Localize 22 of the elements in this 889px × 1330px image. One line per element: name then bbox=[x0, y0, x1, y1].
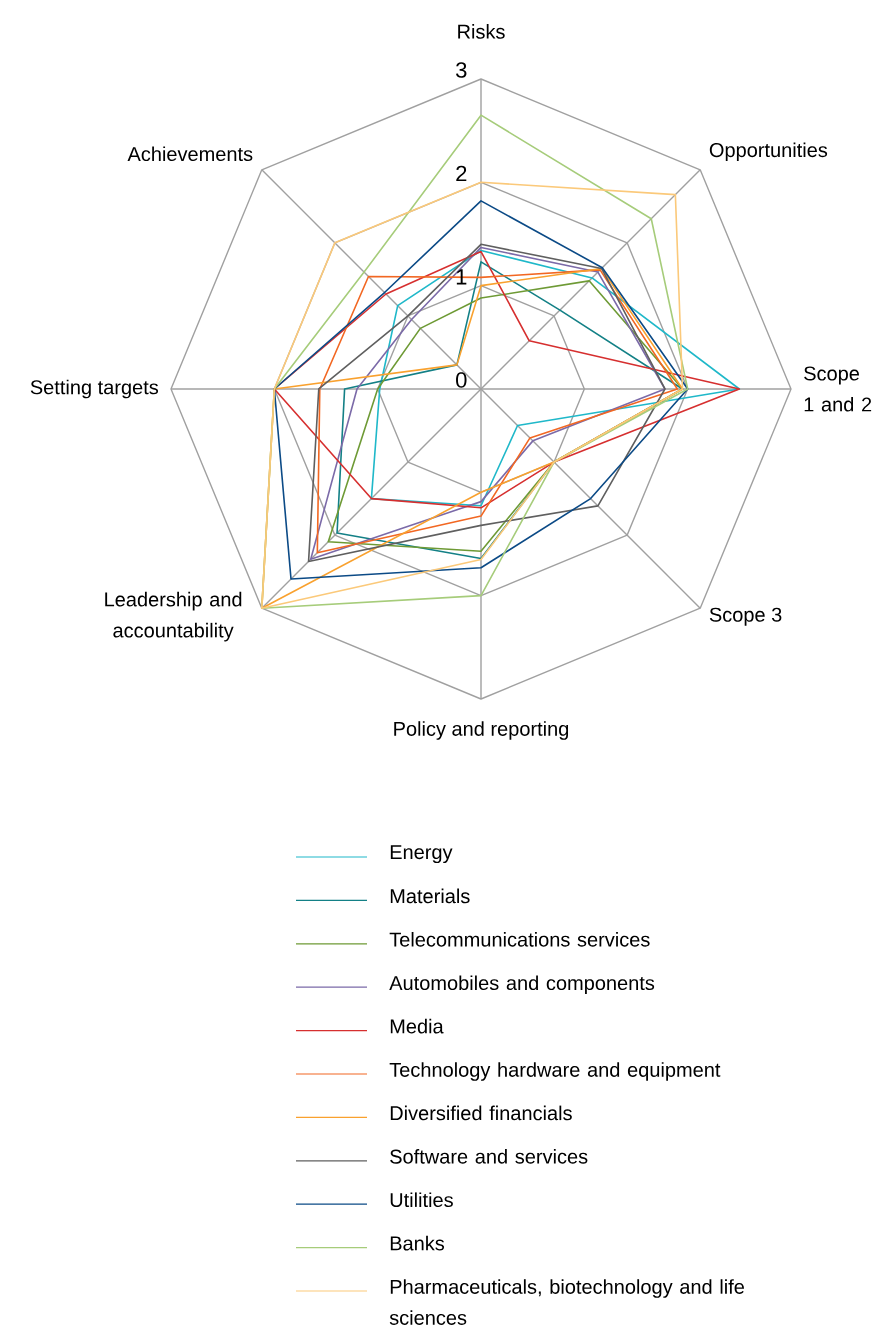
legend-label: Pharmaceuticals, biotechnology and life sciences bbox=[389, 1279, 744, 1325]
y-tick-label: 0 bbox=[456, 372, 467, 388]
y-tick-label: 2 bbox=[456, 165, 467, 182]
spoke-label: Policy and reporting bbox=[394, 721, 569, 740]
legend-label: Software and services bbox=[390, 1149, 588, 1164]
legend-label: Automobiles and components bbox=[389, 975, 655, 995]
legend-label: Technology hardware and equipment bbox=[389, 1062, 721, 1081]
legend-label: Media bbox=[390, 1018, 444, 1034]
spoke-label: Scope 1 and 2 bbox=[804, 366, 872, 412]
spoke-label: Leadership and accountability bbox=[105, 591, 242, 642]
legend-label: Banks bbox=[390, 1235, 445, 1251]
legend-label: Energy bbox=[390, 845, 453, 864]
legend-label: Utilities bbox=[390, 1192, 453, 1208]
legend-label: Diversified financials bbox=[390, 1105, 572, 1121]
spoke-label: Achievements bbox=[127, 146, 253, 162]
spoke-label: Scope 3 bbox=[709, 607, 782, 626]
y-tick-label: 3 bbox=[456, 62, 467, 78]
spoke-label: Risks bbox=[458, 24, 505, 39]
legend-label: Telecommunications services bbox=[389, 931, 650, 947]
legend-label: Materials bbox=[390, 888, 470, 904]
spoke-label: Opportunities bbox=[709, 142, 828, 162]
spoke-label: Setting targets bbox=[30, 379, 159, 399]
